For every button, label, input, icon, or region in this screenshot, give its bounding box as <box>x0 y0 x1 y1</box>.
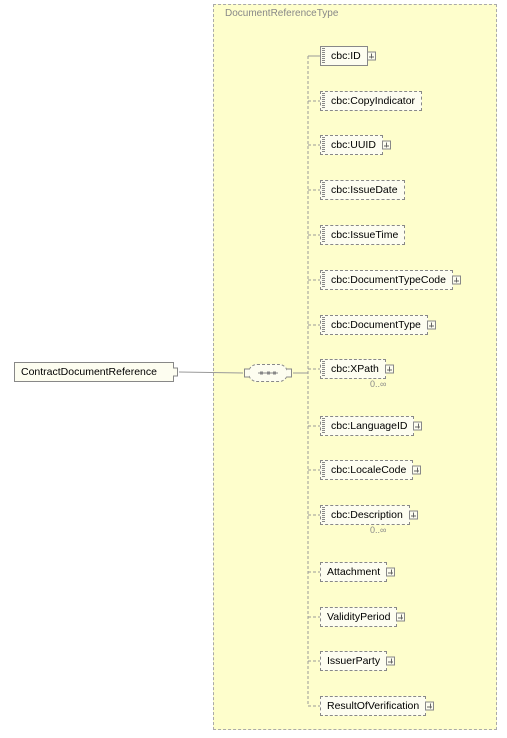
child-element[interactable]: cbc:IssueTime <box>320 225 405 245</box>
child-element[interactable]: cbc:UUID <box>320 135 383 155</box>
child-element[interactable]: cbc:XPath <box>320 359 386 379</box>
connector-icon <box>173 368 178 377</box>
expand-icon[interactable] <box>412 466 421 475</box>
child-element[interactable]: IssuerParty <box>320 651 387 671</box>
child-element-label: cbc:DocumentTypeCode <box>331 274 446 286</box>
attribute-stripe-icon <box>322 227 325 243</box>
child-element-label: cbc:IssueTime <box>331 229 398 241</box>
attribute-stripe-icon <box>322 137 325 153</box>
expand-icon[interactable] <box>409 511 418 520</box>
expand-icon[interactable] <box>385 365 394 374</box>
cardinality-label: 0..∞ <box>370 525 386 535</box>
child-element[interactable]: cbc:LocaleCode <box>320 460 413 480</box>
child-element[interactable]: ValidityPeriod <box>320 607 397 627</box>
child-element-label: ResultOfVerification <box>327 700 419 712</box>
connector-icon <box>287 369 292 378</box>
child-element-label: cbc:IssueDate <box>331 184 398 196</box>
cardinality-label: 0..∞ <box>370 379 386 389</box>
attribute-stripe-icon <box>322 182 325 198</box>
child-element-label: cbc:XPath <box>331 363 379 375</box>
attribute-stripe-icon <box>322 93 325 109</box>
attribute-stripe-icon <box>322 317 325 333</box>
child-element[interactable]: cbc:CopyIndicator <box>320 91 422 111</box>
child-element[interactable]: Attachment <box>320 562 387 582</box>
child-element[interactable]: cbc:DocumentTypeCode <box>320 270 453 290</box>
expand-icon[interactable] <box>425 702 434 711</box>
expand-icon[interactable] <box>386 657 395 666</box>
attribute-stripe-icon <box>322 507 325 523</box>
child-element[interactable]: cbc:ID <box>320 46 368 66</box>
attribute-stripe-icon <box>322 462 325 478</box>
type-container-label: DocumentReferenceType <box>225 8 338 19</box>
child-element-label: cbc:LanguageID <box>331 420 407 432</box>
child-element[interactable]: ResultOfVerification <box>320 696 426 716</box>
child-element-label: cbc:CopyIndicator <box>331 95 415 107</box>
sequence-dots-icon <box>258 372 278 375</box>
child-element-label: Attachment <box>327 566 380 578</box>
expand-icon[interactable] <box>367 52 376 61</box>
child-element-label: cbc:DocumentType <box>331 319 421 331</box>
child-element[interactable]: cbc:Description <box>320 505 410 525</box>
child-element[interactable]: cbc:IssueDate <box>320 180 405 200</box>
child-element-label: cbc:LocaleCode <box>331 464 406 476</box>
root-element-label: ContractDocumentReference <box>21 366 157 378</box>
expand-icon[interactable] <box>413 422 422 431</box>
expand-icon[interactable] <box>382 141 391 150</box>
child-element[interactable]: cbc:LanguageID <box>320 416 414 436</box>
root-element[interactable]: ContractDocumentReference <box>14 362 174 382</box>
expand-icon[interactable] <box>386 568 395 577</box>
sequence-compositor[interactable] <box>248 364 288 382</box>
child-element-label: cbc:Description <box>331 509 403 521</box>
child-element-label: IssuerParty <box>327 655 380 667</box>
child-element-label: cbc:UUID <box>331 139 376 151</box>
child-element-label: ValidityPeriod <box>327 611 390 623</box>
attribute-stripe-icon <box>322 361 325 377</box>
expand-icon[interactable] <box>396 613 405 622</box>
attribute-stripe-icon <box>322 272 325 288</box>
child-element-label: cbc:ID <box>331 50 361 62</box>
attribute-stripe-icon <box>322 48 325 64</box>
connector-icon <box>244 369 249 378</box>
child-element[interactable]: cbc:DocumentType <box>320 315 428 335</box>
attribute-stripe-icon <box>322 418 325 434</box>
expand-icon[interactable] <box>427 321 436 330</box>
expand-icon[interactable] <box>452 276 461 285</box>
